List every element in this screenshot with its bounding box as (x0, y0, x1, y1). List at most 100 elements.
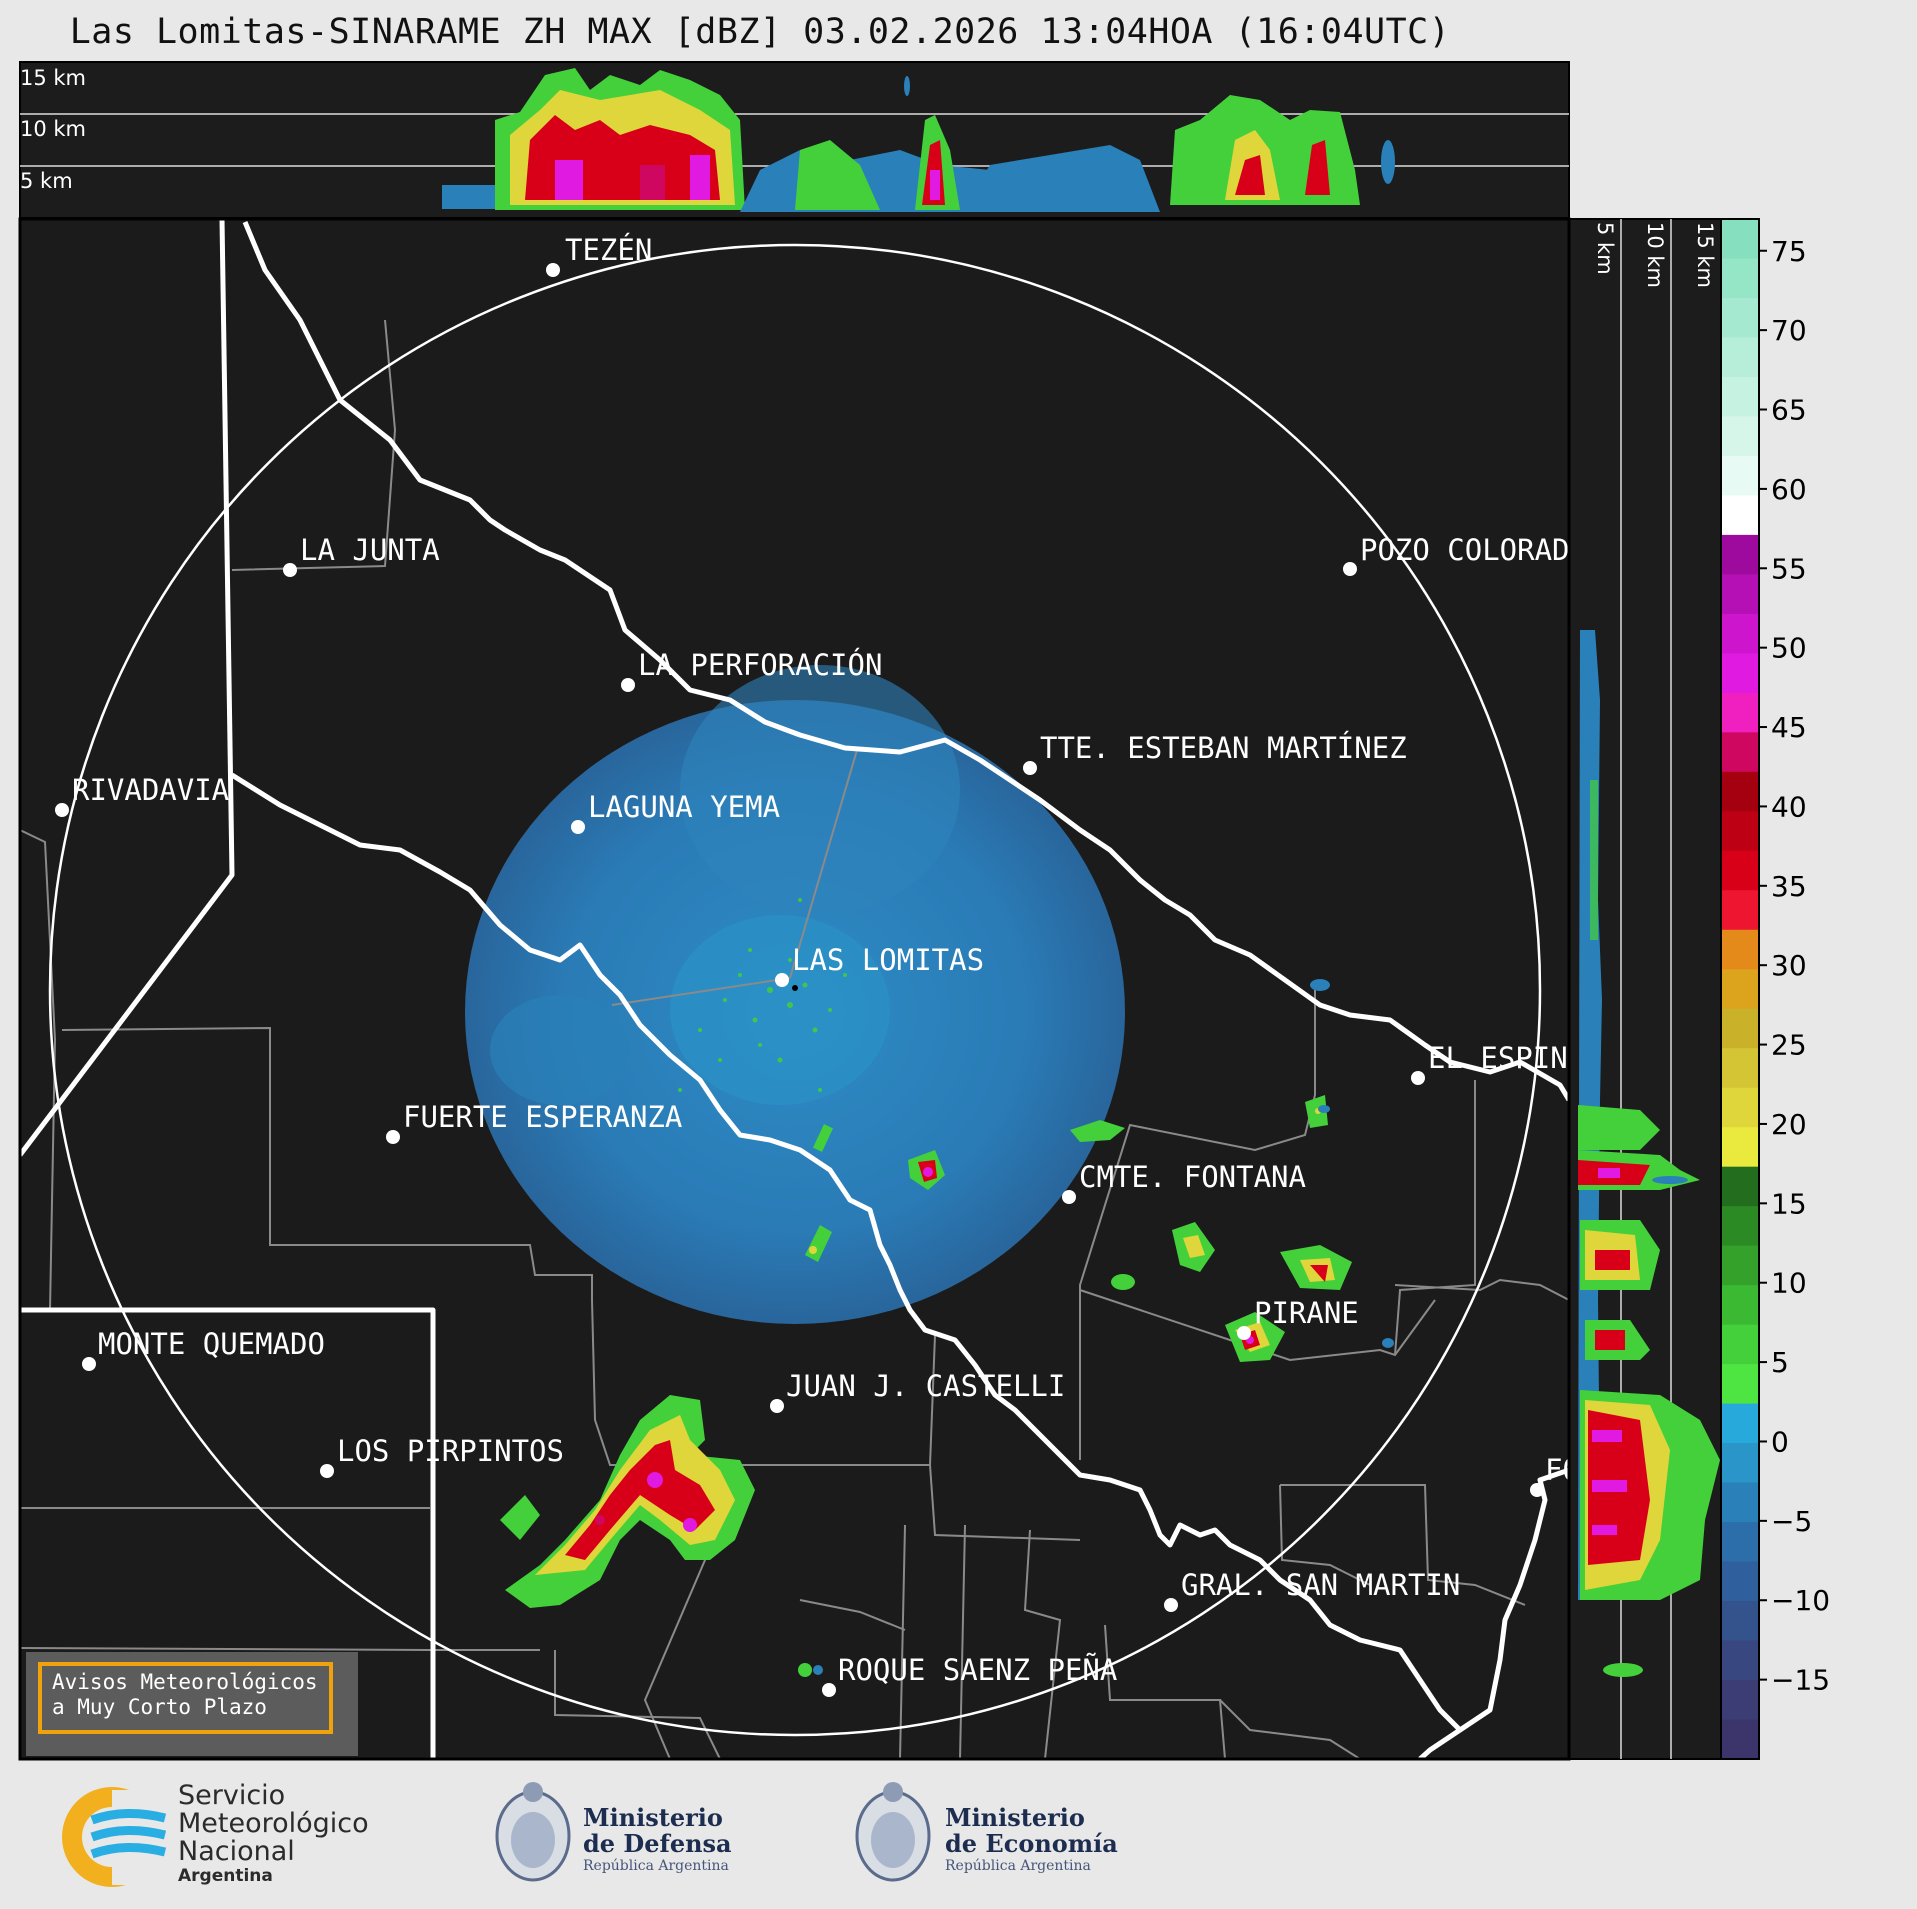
colorbar-swatch (1721, 890, 1759, 931)
colorbar-swatch (1721, 929, 1759, 970)
colorbar-swatch (1721, 692, 1759, 733)
city-dot-rivadavia (55, 803, 69, 817)
smn-line-2: Meteorológico (178, 1808, 369, 1839)
colorbar-tick-label: 15 (1771, 1187, 1807, 1220)
city-dot-cmte-fontana (1062, 1190, 1076, 1204)
city-label-fuerte-esperanza: FUERTE ESPERANZA (403, 1100, 682, 1134)
alert-line-1: Avisos Meteorológicos (52, 1670, 318, 1694)
colorbar-tick-label: 50 (1771, 632, 1807, 665)
colorbar-frame (1720, 218, 1760, 1760)
economia-line-3: República Argentina (945, 1858, 1091, 1874)
city-dot-pozo-colorado (1343, 562, 1357, 576)
city-label-roque-saenz-pena: ROQUE SAENZ PEÑA (838, 1653, 1117, 1687)
city-label-los-pirpintos: LOS PIRPINTOS (337, 1434, 564, 1468)
colorbar-swatch (1721, 1324, 1759, 1365)
city-dot-roque-saenz-pena (822, 1683, 836, 1697)
profile-right-label-15: 15 km (1693, 222, 1717, 288)
city-label-el-espinillo: EL ESPINILLO (1428, 1041, 1638, 1075)
profile-right-label-10: 10 km (1643, 222, 1667, 288)
defensa-line-2: de Defensa (583, 1829, 732, 1858)
beam-line-north (789, 749, 858, 979)
colorbar-tick-label: 20 (1771, 1108, 1807, 1141)
alert-box[interactable]: Avisos Meteorológicos a Muy Corto Plazo (26, 1652, 358, 1756)
city-label-pozo-colorado: POZO COLORADO (1360, 533, 1587, 567)
colorbar-swatch (1721, 1482, 1759, 1523)
city-dot-la-junta (283, 563, 297, 577)
colorbar-swatch (1721, 732, 1759, 773)
city-dot-las-lomitas (775, 973, 789, 987)
colorbar-swatch (1721, 771, 1759, 812)
city-label-gral-san-martin: GRAL. SAN MARTIN (1181, 1568, 1460, 1602)
colorbar-swatch (1721, 1443, 1759, 1484)
city-dot-formosa (1530, 1483, 1544, 1497)
right-profile-echoes (1578, 630, 1720, 1677)
city-label-cmte-fontana: CMTE. FONTANA (1079, 1160, 1306, 1194)
colorbar-swatch (1721, 1008, 1759, 1049)
colorbar-swatch (1721, 1561, 1759, 1602)
colorbar-swatch (1721, 1285, 1759, 1326)
defensa-line-1: Ministerio (583, 1803, 723, 1832)
economia-seal-icon (855, 1782, 931, 1882)
beam-line-west (611, 977, 791, 1006)
profile-right-label-5: 5 km (1593, 222, 1617, 275)
economia-line-1: Ministerio (945, 1803, 1085, 1832)
colorbar-swatch (1721, 1087, 1759, 1128)
colorbar-tick-label: 10 (1771, 1267, 1807, 1300)
city-label-laguna-yema: LAGUNA YEMA (588, 790, 780, 824)
city-dot-gral-san-martin (1164, 1598, 1178, 1612)
colorbar-swatch (1721, 455, 1759, 496)
city-label-rivadavia: RIVADAVIA (72, 773, 229, 807)
city-dot-fuerte-esperanza (386, 1130, 400, 1144)
colorbar-swatch (1721, 534, 1759, 575)
colorbar-swatch (1721, 1680, 1759, 1721)
colorbar-swatch (1721, 1127, 1759, 1168)
colorbar-tick-label: −5 (1771, 1505, 1812, 1538)
alert-line-2: a Muy Corto Plazo (52, 1695, 267, 1719)
defensa-text: Ministerio de Defensa República Argentin… (583, 1805, 732, 1875)
city-dot-laguna-yema (571, 820, 585, 834)
radar-site-marker (792, 985, 798, 991)
colorbar-tick-label: −15 (1771, 1664, 1830, 1697)
colorbar-swatch (1721, 219, 1759, 259)
top-profile-echoes (442, 68, 1395, 212)
top-height-profile: 15 km 10 km 5 km (19, 61, 1570, 219)
city-label-la-junta: LA JUNTA (300, 533, 440, 567)
province-boundaries (20, 219, 1569, 1759)
colorbar-tick-label: 35 (1771, 870, 1807, 903)
city-dot-juan-j-castelli (770, 1399, 784, 1413)
city-label-monte-quemado: MONTE QUEMADO (98, 1327, 325, 1361)
radar-map-panel: TEZÉN LA JUNTA POZO COLORADO LA PERFORAC… (18, 217, 1638, 1761)
footer-logos (62, 1782, 931, 1887)
city-dot-monte-quemado (82, 1357, 96, 1371)
city-label-tezen: TEZÉN (565, 233, 652, 267)
colorbar-swatch (1721, 1166, 1759, 1207)
smn-line-3: Nacional (178, 1836, 295, 1867)
colorbar-tick-label: 70 (1771, 314, 1807, 347)
map-title: Las Lomitas-SINARAME ZH MAX [dBZ] 03.02.… (69, 12, 1451, 52)
storm-cells (500, 1105, 1394, 1677)
colorbar-tick-label: 0 (1771, 1425, 1789, 1458)
profile-top-label-5: 5 km (20, 169, 73, 193)
colorbar-swatch (1721, 1206, 1759, 1247)
economia-text: Ministerio de Economía República Argenti… (945, 1805, 1118, 1875)
range-ring (48, 243, 1542, 1737)
colorbar-tick-label: −10 (1771, 1584, 1830, 1617)
alert-link[interactable]: Avisos Meteorológicos a Muy Corto Plazo (38, 1662, 333, 1734)
smn-line-1: Servicio (178, 1780, 286, 1811)
economia-line-2: de Economía (945, 1829, 1118, 1858)
colorbar-tick-label: 75 (1771, 235, 1807, 268)
city-label-las-lomitas: LAS LOMITAS (792, 943, 984, 977)
colorbar-tick-label: 40 (1771, 790, 1807, 823)
colorbar-swatch (1721, 613, 1759, 654)
smn-name: Servicio Meteorológico Nacional Argentin… (178, 1780, 369, 1887)
colorbar-swatch (1721, 1522, 1759, 1563)
colorbar-swatch (1721, 297, 1759, 338)
colorbar-swatch (1721, 850, 1759, 891)
profile-top-label-10: 10 km (20, 117, 86, 141)
colorbar-swatch (1721, 416, 1759, 457)
right-height-profile: 5 km 10 km 15 km (1568, 218, 1722, 1760)
colorbar-tick-label: 5 (1771, 1346, 1789, 1379)
colorbar-tick-label: 25 (1771, 1029, 1807, 1062)
colorbar-swatch (1721, 574, 1759, 615)
